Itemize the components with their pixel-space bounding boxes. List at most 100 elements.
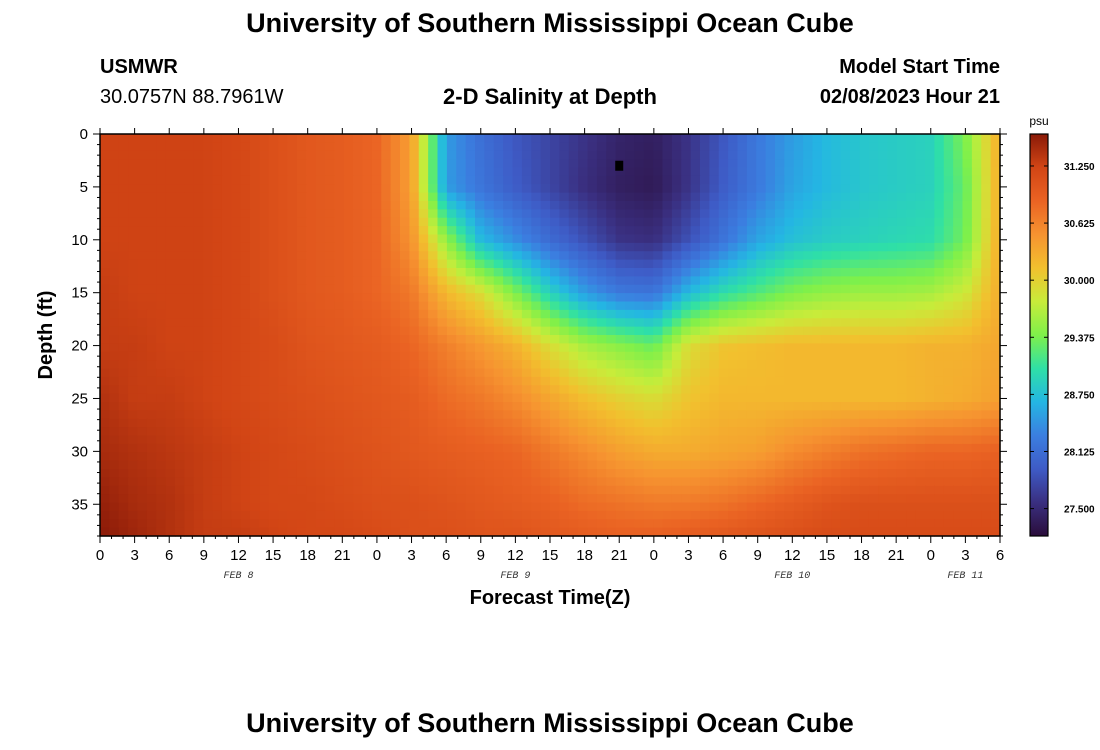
heatmap-cell [859,192,870,202]
heatmap-cell [756,242,767,252]
heatmap-cell [709,293,720,303]
heatmap-cell [681,510,692,520]
heatmap-cell [456,368,467,378]
heatmap-cell [493,494,504,504]
heatmap-cell [437,251,448,261]
heatmap-cell [306,234,317,244]
heatmap-cell [662,226,673,236]
heatmap-cell [634,234,645,244]
heatmap-cell [465,226,476,236]
heatmap-cell [831,150,842,160]
heatmap-cell [690,234,701,244]
heatmap-cell [137,192,148,202]
heatmap-cell [137,242,148,252]
heatmap-cell [465,485,476,495]
heatmap-cell [118,418,129,428]
heatmap-cell [221,443,232,453]
heatmap-cell [296,268,307,277]
heatmap-cell [971,259,982,269]
heatmap-cell [784,309,795,319]
heatmap-cell [221,318,232,328]
heatmap-cell [259,385,270,395]
heatmap-cell [165,402,176,411]
heatmap-cell [709,184,720,194]
heatmap-cell [784,443,795,453]
heatmap-cell [821,351,832,361]
heatmap-cell [371,376,382,386]
heatmap-cell [606,309,617,319]
heatmap-cell [615,234,626,244]
heatmap-cell [278,427,289,437]
heatmap-cell [381,376,392,386]
heatmap-cell [137,217,148,227]
heatmap-cell [250,192,260,202]
heatmap-cell [756,402,767,411]
heatmap-cell [709,502,720,512]
heatmap-cell [409,159,420,169]
heatmap-cell [793,251,804,261]
heatmap-cell [559,469,570,478]
heatmap-cell [343,284,354,294]
heatmap-cell [390,510,401,520]
heatmap-cell [981,376,992,386]
heatmap-cell [231,527,242,537]
heatmap-cell [531,293,542,303]
heatmap-cell [550,393,560,403]
heatmap-cell [746,293,757,303]
heatmap-cell [100,251,110,261]
heatmap-cell [512,351,523,361]
heatmap-cell [550,343,560,353]
heatmap-cell [756,175,767,185]
heatmap-cell [634,519,645,529]
heatmap-cell [240,251,251,261]
y-tick-label: 5 [80,179,88,196]
heatmap-cell [596,351,607,361]
heatmap-cell [400,494,410,504]
heatmap-cell [831,284,842,294]
heatmap-cell [803,242,814,252]
heatmap-cell [681,385,692,395]
heatmap-cell [737,360,748,370]
heatmap-cell [925,360,935,370]
heatmap-cell [634,510,645,520]
heatmap-cell [962,209,973,219]
heatmap-cell [437,335,448,344]
heatmap-cell [821,226,832,236]
heatmap-cell [278,477,289,487]
heatmap-cell [165,150,176,160]
colorbar-unit: psu [1029,114,1048,128]
heatmap-cell [878,335,889,344]
heatmap-cell [296,226,307,236]
heatmap-cell [568,251,579,261]
heatmap-cell [287,410,298,420]
heatmap-cell [728,527,739,537]
heatmap-cell [540,527,551,537]
date-label: FEB 11 [947,571,983,582]
heatmap-cell [418,318,429,328]
heatmap-cell [896,167,907,177]
heatmap-cell [915,477,926,487]
heatmap-cell [887,418,898,428]
heatmap-cell [521,443,532,453]
heatmap-cell [615,226,626,236]
heatmap-cell [465,427,476,437]
heatmap-cell [287,217,298,227]
heatmap-cell [296,469,307,478]
heatmap-cell [934,276,945,286]
heatmap-cell [531,134,542,143]
heatmap-cell [231,368,242,378]
heatmap-cell [578,184,589,194]
heatmap-cell [343,268,354,277]
heatmap-cell [475,410,485,420]
heatmap-cell [531,452,542,462]
heatmap-cell [203,376,214,386]
heatmap-cell [700,276,710,286]
heatmap-cell [934,519,945,529]
heatmap-cell [812,485,823,495]
heatmap-cell [156,134,167,143]
heatmap-cell [925,284,935,294]
heatmap-cell [943,226,954,236]
heatmap-cell [456,351,467,361]
heatmap-cell [718,402,729,411]
heatmap-cell [756,276,767,286]
